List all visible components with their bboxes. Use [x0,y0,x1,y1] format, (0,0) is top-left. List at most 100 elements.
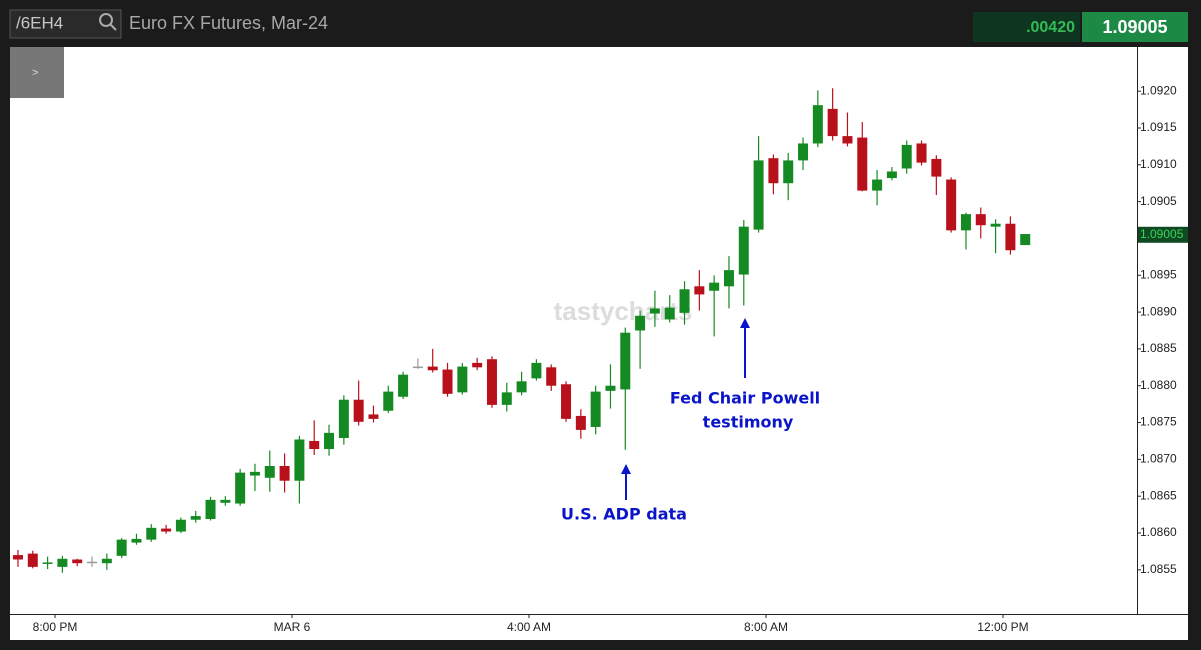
x-tick-label: MAR 6 [274,620,311,634]
candle-body [486,359,497,405]
y-tick-label: 1.0885 [1140,341,1177,355]
candle-body [235,472,246,504]
y-tick-label: 1.0860 [1140,525,1177,539]
instrument-title: Euro FX Futures, Mar-24 [129,13,328,33]
candle-body [131,538,142,543]
y-tick-label: 1.0915 [1140,120,1177,134]
x-tick-label: 8:00 PM [33,620,78,634]
candle-body [561,384,572,419]
candle-body [101,558,112,564]
candle-body [249,471,260,476]
candle-body [353,399,364,422]
candle-body [916,143,927,163]
annotation: testimony [703,413,794,432]
x-tick-label: 4:00 AM [507,620,551,634]
candle-body [264,465,275,478]
plot-area [10,47,1188,640]
candle-body [872,179,883,191]
last-price: 1.09005 [1102,17,1167,37]
menu-button[interactable] [10,47,64,98]
candle-body [575,415,586,430]
candle-body [546,367,557,386]
candle-body [368,414,379,419]
candle-body [975,214,986,226]
candle-body [842,136,853,144]
candle-body [309,440,320,450]
candle-body [427,366,438,371]
symbol: /6EH4 [16,13,63,32]
candle-body [990,223,1001,227]
y-tick-label: 1.0920 [1140,83,1177,97]
candle-body [220,499,231,503]
candle-body [383,391,394,411]
annotation-arrow [621,464,631,474]
candle-body [398,374,409,397]
candle-body [42,562,53,564]
candle-body [931,158,942,177]
candle-body [175,519,186,532]
candle-body [946,179,957,231]
candle-body [783,160,794,184]
y-tick-label: 1.0855 [1140,562,1177,576]
menu-button-label: > [32,67,38,79]
candle-body [1005,223,1016,251]
candle-body [723,270,734,287]
candle-body [901,144,912,169]
candle-body [590,391,601,427]
search-icon [99,13,113,27]
candle-body [516,381,527,393]
last-price-label: 1.09005 [1140,227,1184,241]
candle-body [146,527,157,540]
candle-body [798,143,809,161]
candle-body [72,559,83,564]
annotation-arrow [740,318,750,328]
candle-body [294,439,305,481]
candle-body [190,516,201,520]
candle-body [442,369,453,394]
last-box [1082,12,1188,42]
candle-body [768,158,779,184]
candle-body [960,214,971,231]
annotation: Fed Chair Powell [670,389,820,408]
candle-body [679,289,690,313]
y-tick-label: 1.0875 [1140,415,1177,429]
candle-body [12,555,23,560]
candle-body [738,226,749,275]
candle-body [664,307,675,320]
y-tick-label: 1.0890 [1140,304,1177,318]
price-change: .00420 [1026,19,1075,36]
candle-body [324,432,335,450]
candle-body [886,171,897,179]
candle-body [457,366,468,393]
candle-body [27,553,38,567]
candle-body [472,362,483,368]
candle-body [279,465,290,481]
candle-body [338,399,349,439]
candle-body [87,561,98,564]
candle-body [531,362,542,379]
candle-body [857,137,868,191]
y-tick-label: 1.0880 [1140,378,1177,392]
y-tick-label: 1.0895 [1140,267,1177,281]
x-tick-label: 8:00 AM [744,620,788,634]
last-price-marker [1138,226,1188,243]
y-tick-label: 1.0905 [1140,194,1177,208]
candle-body [649,308,660,314]
candle-body [827,108,838,137]
annotation: U.S. ADP data [561,505,687,524]
candle-body [694,286,705,295]
y-tick-label: 1.0910 [1140,157,1177,171]
candle-body [412,366,423,369]
change-box [973,12,1080,42]
candle-body [57,558,68,567]
candle-body [635,315,646,331]
y-tick-label: 1.0870 [1140,452,1177,466]
candle-body [812,105,823,144]
candle-body [620,332,631,390]
candle-body [116,539,127,556]
y-tick-label: 1.0865 [1140,488,1177,502]
candle-body [1020,234,1031,246]
x-tick-label: 12:00 PM [977,620,1028,634]
